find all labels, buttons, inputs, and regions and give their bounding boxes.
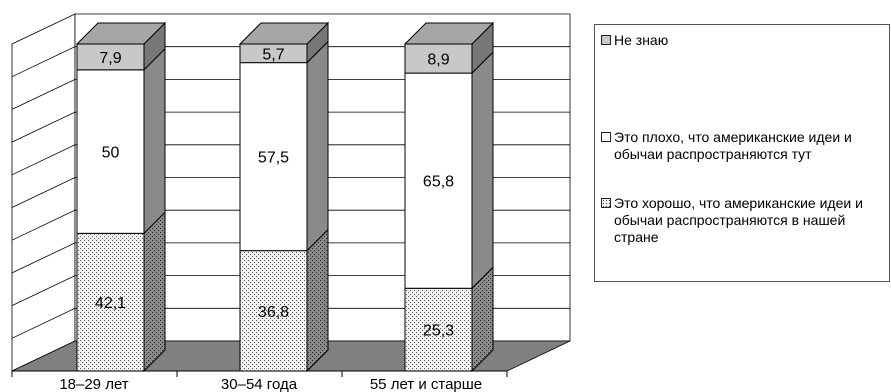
legend: Не знаю Это плохо, что американские идеи … bbox=[594, 24, 890, 282]
data-label: 7,9 bbox=[99, 50, 121, 67]
legend-swatch bbox=[601, 132, 611, 142]
legend-item: Это хорошо, что американские идеи и обыч… bbox=[601, 195, 887, 246]
bar-segment bbox=[76, 69, 145, 234]
legend-label: Не знаю bbox=[614, 32, 669, 48]
legend-label: Это хорошо, что американские идеи и обыч… bbox=[614, 195, 863, 245]
bars-group: 42,1 50 7,9 36,8 57,5 5,7 25,3 65,8 8,9 bbox=[75, 21, 495, 373]
bar-top bbox=[238, 22, 330, 45]
bar-segment bbox=[76, 43, 145, 71]
data-label: 50 bbox=[102, 145, 120, 162]
legend-swatch bbox=[601, 35, 611, 45]
legend-item: Не знаю bbox=[601, 32, 887, 49]
data-label: 5,7 bbox=[262, 46, 284, 63]
bar-segment bbox=[404, 287, 473, 372]
data-label: 8,9 bbox=[427, 52, 449, 69]
bar-segment bbox=[239, 62, 308, 252]
bar-segment-side bbox=[143, 211, 166, 373]
bar-top bbox=[75, 22, 167, 45]
bar-segment-side bbox=[143, 47, 166, 235]
data-label: 65,8 bbox=[423, 174, 454, 191]
bar-stack: 42,1 50 7,9 bbox=[75, 21, 167, 373]
x-tick-label: 30–54 года bbox=[221, 376, 298, 392]
bar-segment-side bbox=[306, 40, 329, 252]
data-label: 36,8 bbox=[258, 304, 289, 321]
legend-swatch bbox=[601, 198, 611, 208]
bar-segment-side bbox=[306, 228, 329, 373]
bar-segment bbox=[404, 72, 473, 289]
data-label: 57,5 bbox=[258, 150, 289, 167]
legend-item: Это плохо, что американские идеи и обыча… bbox=[601, 129, 887, 163]
bar-segment bbox=[76, 232, 145, 372]
bar-segment bbox=[404, 43, 473, 74]
x-tick-label: 55 лет и старше bbox=[370, 376, 482, 392]
bar-top bbox=[403, 22, 495, 45]
bar-stack: 25,3 65,8 8,9 bbox=[403, 21, 495, 373]
bar-segment bbox=[239, 250, 308, 372]
legend-label: Это плохо, что американские идеи и обыча… bbox=[614, 129, 852, 162]
x-axis-labels: 18–29 лет 30–54 года 55 лет и старше bbox=[59, 376, 482, 392]
x-tick-label: 18–29 лет bbox=[59, 376, 128, 392]
bar-segment-side bbox=[471, 50, 494, 290]
data-label: 25,3 bbox=[423, 323, 454, 340]
data-label: 42,1 bbox=[95, 295, 126, 312]
bar-stack: 36,8 57,5 5,7 bbox=[238, 21, 330, 373]
